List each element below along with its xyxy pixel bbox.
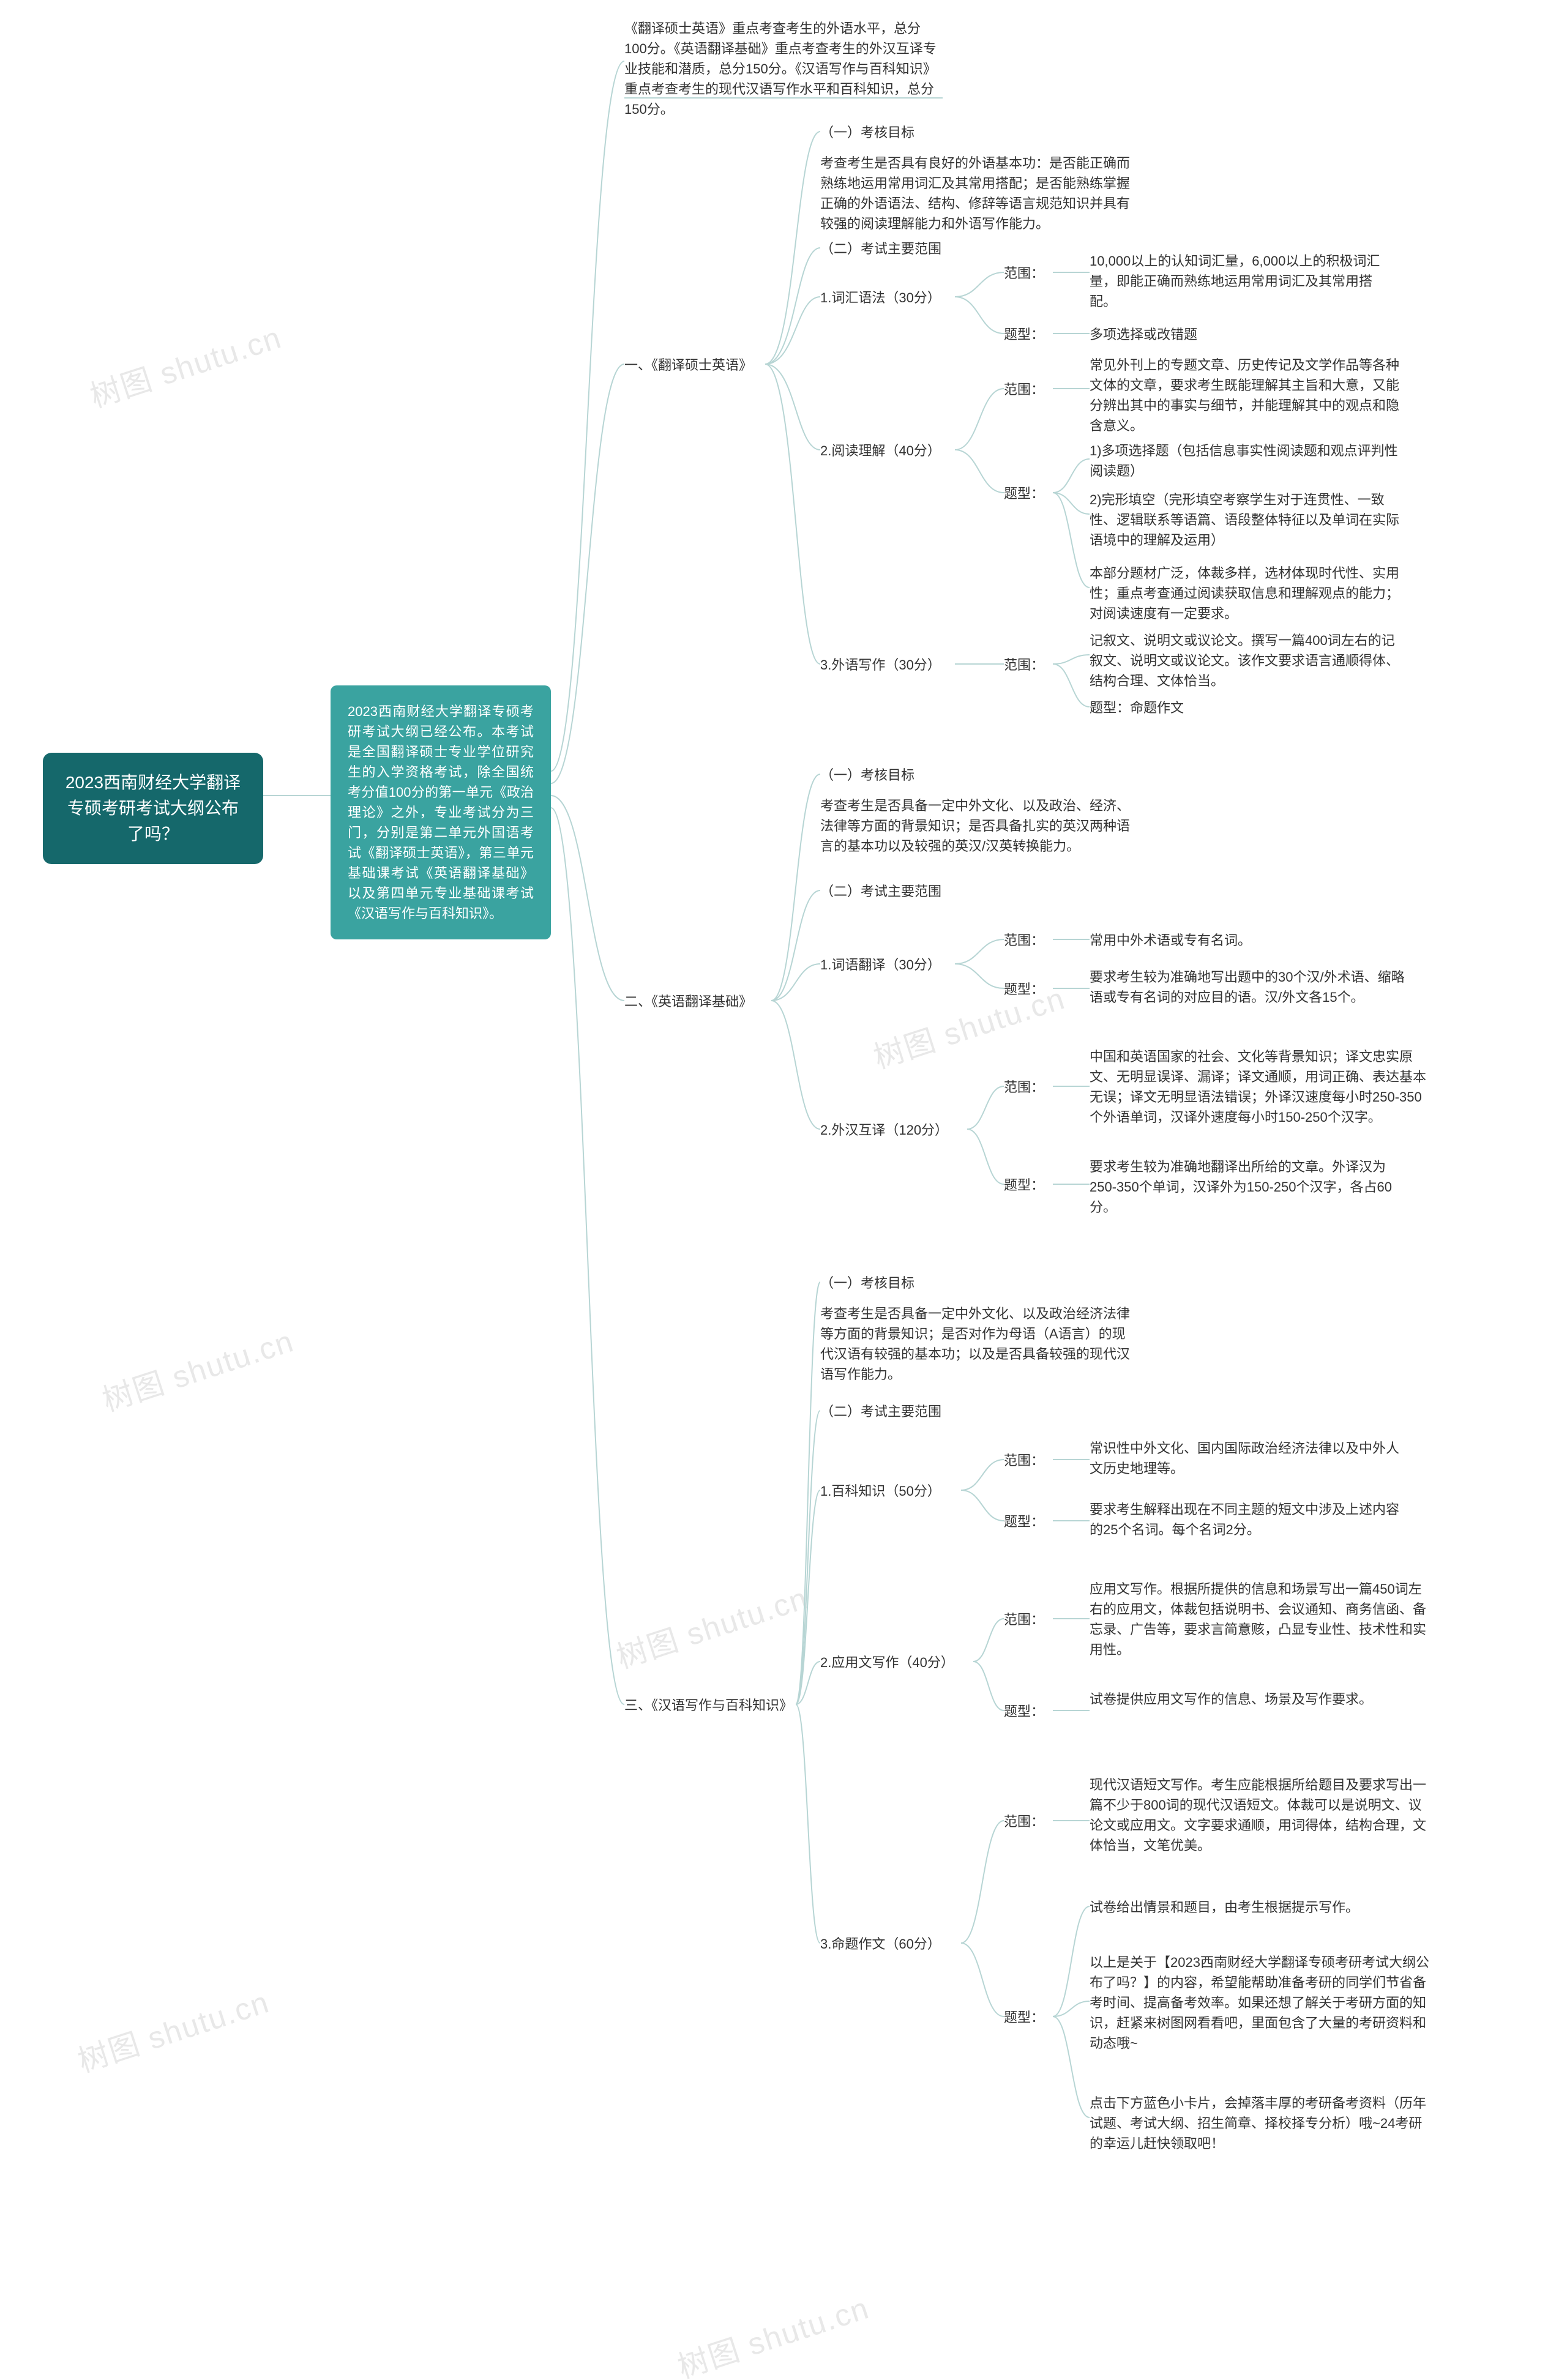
s2-c3-v0: 中国和英语国家的社会、文化等背景知识；译文忠实原文、无明显误译、漏译；译文通顺，… — [1090, 1046, 1432, 1127]
s3-c4-v1c: 点击下方蓝色小卡片，会掉落丰厚的考研备考资料（历年试题、考试大纲、招生简章、择校… — [1090, 2093, 1432, 2154]
watermark: 树图 shutu.cn — [610, 1574, 813, 1677]
s3-c3[interactable]: 2.应用文写作（40分） — [820, 1652, 954, 1673]
s3-c2-v1: 要求考生解释出现在不同主题的短文中涉及上述内容的25个名词。每个名词2分。 — [1090, 1499, 1408, 1540]
s2-c3-k0: 范围： — [1004, 1077, 1044, 1097]
section-1[interactable]: 一、《翻译硕士英语》 — [624, 355, 752, 375]
s1-c2-k0: 范围： — [1004, 263, 1044, 283]
main-node[interactable]: 2023西南财经大学翻译专硕考研考试大纲已经公布。本考试是全国翻译硕士专业学位研… — [331, 685, 551, 939]
s1-c3-v1: 1)多项选择题（包括信息事实性阅读题和观点评判性阅读题） — [1090, 441, 1408, 481]
summary-leaf[interactable]: 《翻译硕士英语》重点考查考生的外语水平，总分100分。《英语翻译基础》重点考查考… — [624, 18, 943, 119]
root-node[interactable]: 2023西南财经大学翻译专硕考研考试大纲公布了吗？ — [43, 753, 263, 864]
s1-c1[interactable]: （二）考试主要范围 — [820, 239, 941, 259]
s1-c4[interactable]: 3.外语写作（30分） — [820, 655, 941, 675]
s2-c0-desc: 考查考生是否具备一定中外文化、以及政治、经济、法律等方面的背景知识；是否具备扎实… — [820, 796, 1139, 856]
s1-c2[interactable]: 1.词汇语法（30分） — [820, 288, 941, 308]
s3-c4-k1: 题型： — [1004, 2007, 1044, 2027]
s2-c1[interactable]: （二）考试主要范围 — [820, 881, 941, 901]
s1-c0-desc: 考查考生是否具有良好的外语基本功：是否能正确而熟练地运用常用词汇及其常用搭配；是… — [820, 153, 1139, 234]
s2-c2-k0: 范围： — [1004, 930, 1044, 950]
s3-c3-v1: 试卷提供应用文写作的信息、场景及写作要求。 — [1090, 1689, 1372, 1709]
s3-c0[interactable]: （一）考核目标 — [820, 1273, 914, 1293]
s1-c2-v1: 多项选择或改错题 — [1090, 324, 1197, 345]
s1-c4-v0b: 题型：命题作文 — [1090, 698, 1184, 718]
s1-c3-v0: 常见外刊上的专题文章、历史传记及文学作品等各种文体的文章，要求考生既能理解其主旨… — [1090, 355, 1408, 436]
watermark: 树图 shutu.cn — [84, 313, 286, 417]
s2-c3-v1: 要求考生较为准确地翻译出所给的文章。外译汉为250-350个单词，汉译外为150… — [1090, 1157, 1408, 1217]
s1-c3-v1c: 本部分题材广泛，体裁多样，选材体现时代性、实用性；重点考查通过阅读获取信息和理解… — [1090, 563, 1408, 624]
s1-c3[interactable]: 2.阅读理解（40分） — [820, 441, 941, 461]
s3-c3-v0: 应用文写作。根据所提供的信息和场景写出一篇450词左右的应用文，体裁包括说明书、… — [1090, 1579, 1432, 1660]
watermark: 树图 shutu.cn — [671, 2284, 874, 2380]
s3-c4-v1b: 以上是关于【2023西南财经大学翻译专硕考研考试大纲公布了吗？】的内容，希望能帮… — [1090, 1952, 1432, 2053]
s1-c4-v0: 记叙文、说明文或议论文。撰写一篇400词左右的记叙文、说明文或议论文。该作文要求… — [1090, 630, 1408, 691]
s3-c4-k0: 范围： — [1004, 1811, 1044, 1832]
watermark: 树图 shutu.cn — [72, 1978, 274, 2081]
s3-c0-desc: 考查考生是否具备一定中外文化、以及政治经济法律等方面的背景知识；是否对作为母语（… — [820, 1304, 1139, 1384]
s1-c2-k1: 题型： — [1004, 324, 1044, 345]
s2-c3-k1: 题型： — [1004, 1175, 1044, 1195]
s1-c3-k0: 范围： — [1004, 379, 1044, 400]
s3-c2-k1: 题型： — [1004, 1512, 1044, 1532]
s1-c0[interactable]: （一）考核目标 — [820, 122, 914, 143]
s3-c2[interactable]: 1.百科知识（50分） — [820, 1481, 941, 1501]
s2-c2-v0: 常用中外术语或专有名词。 — [1090, 930, 1251, 950]
mindmap-canvas: 树图 shutu.cn 树图 shutu.cn 树图 shutu.cn 树图 s… — [0, 0, 1567, 2380]
s3-c3-k0: 范围： — [1004, 1610, 1044, 1630]
section-3[interactable]: 三、《汉语写作与百科知识》 — [624, 1695, 793, 1715]
s1-c2-v0: 10,000以上的认知词汇量，6,000以上的积极词汇量，即能正确而熟练地运用常… — [1090, 251, 1383, 311]
s1-c3-v1b: 2)完形填空（完形填空考察学生对于连贯性、一致性、逻辑联系等语篇、语段整体特征以… — [1090, 490, 1408, 550]
section-2[interactable]: 二、《英语翻译基础》 — [624, 991, 752, 1012]
s2-c2-v1: 要求考生较为准确地写出题中的30个汉/外术语、缩略语或专有名词的对应目的语。汉/… — [1090, 967, 1408, 1007]
s2-c0[interactable]: （一）考核目标 — [820, 765, 914, 785]
s3-c3-k1: 题型： — [1004, 1701, 1044, 1722]
s3-c2-k0: 范围： — [1004, 1450, 1044, 1471]
watermark: 树图 shutu.cn — [96, 1317, 299, 1420]
s1-c3-k1: 题型： — [1004, 483, 1044, 504]
s1-c4-k0: 范围： — [1004, 655, 1044, 675]
s3-c4-v1: 试卷给出情景和题目，由考生根据提示写作。 — [1090, 1897, 1359, 1917]
s3-c1[interactable]: （二）考试主要范围 — [820, 1401, 941, 1422]
s3-c4-v0: 现代汉语短文写作。考生应能根据所给题目及要求写出一篇不少于800词的现代汉语短文… — [1090, 1775, 1432, 1856]
s3-c2-v0: 常识性中外文化、国内国际政治经济法律以及中外人文历史地理等。 — [1090, 1438, 1408, 1479]
s2-c3[interactable]: 2.外汉互译（120分） — [820, 1120, 948, 1140]
s2-c2[interactable]: 1.词语翻译（30分） — [820, 955, 941, 975]
s3-c4[interactable]: 3.命题作文（60分） — [820, 1934, 941, 1954]
s2-c2-k1: 题型： — [1004, 979, 1044, 999]
